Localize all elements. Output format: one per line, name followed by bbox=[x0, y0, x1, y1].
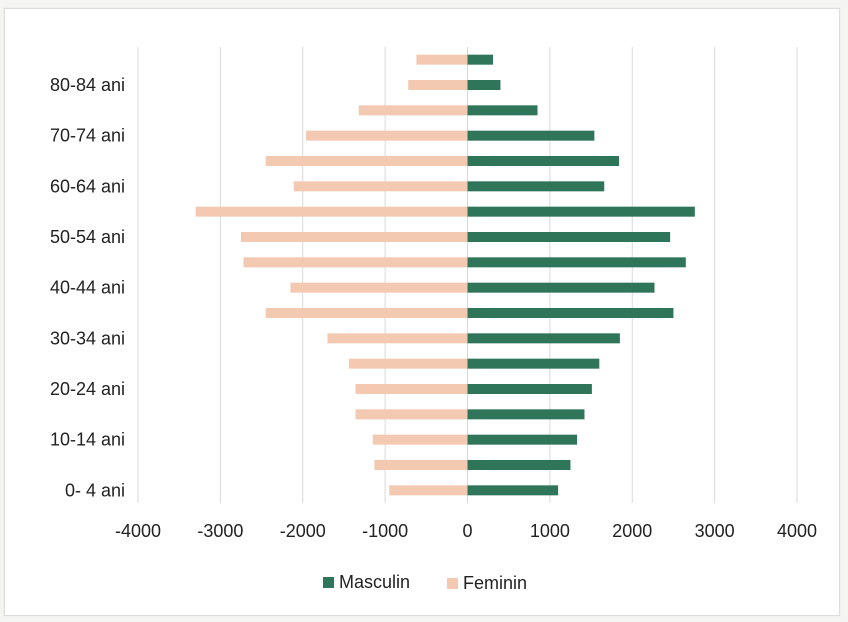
bar-masculin bbox=[467, 156, 620, 166]
pyramid-chart: 0- 4 ani 10-14 ani 20-24 ani 30-34 ani 40-44… bbox=[50, 47, 817, 593]
legend-swatch-feminin bbox=[447, 578, 458, 589]
bar-feminin bbox=[195, 206, 468, 217]
legend: Masculin Feminin bbox=[323, 572, 527, 593]
bar-feminin bbox=[358, 105, 468, 116]
x-tick-label: 0 bbox=[462, 521, 472, 541]
bar-masculin bbox=[467, 130, 595, 141]
bar-masculin bbox=[467, 206, 695, 217]
bar-masculin bbox=[467, 460, 571, 470]
bars bbox=[195, 54, 695, 496]
x-tick-label: -2000 bbox=[280, 521, 326, 541]
category-label: 0- 4 ani bbox=[65, 480, 125, 500]
bar-feminin bbox=[355, 384, 468, 394]
x-tick-label: -1000 bbox=[362, 521, 408, 541]
chart-frame: 0- 4 ani 10-14 ani 20-24 ani 30-34 ani 40-44… bbox=[4, 8, 840, 616]
bar-masculin bbox=[467, 181, 605, 192]
bar-masculin bbox=[467, 358, 600, 369]
x-tick-label: 4000 bbox=[777, 521, 817, 541]
bar-masculin bbox=[467, 257, 686, 268]
category-label: 60-64 ani bbox=[50, 176, 125, 196]
bar-feminin bbox=[240, 232, 468, 242]
legend-swatch-masculin bbox=[323, 577, 334, 588]
bar-masculin bbox=[467, 54, 494, 65]
bar-feminin bbox=[374, 460, 468, 470]
legend-label-masculin: Masculin bbox=[339, 572, 410, 592]
bar-feminin bbox=[408, 80, 468, 90]
bar-feminin bbox=[243, 257, 468, 268]
x-tick-label: 1000 bbox=[530, 521, 570, 541]
category-label: 20-24 ani bbox=[50, 379, 125, 399]
category-label: 10-14 ani bbox=[50, 430, 125, 450]
bar-feminin bbox=[348, 358, 468, 369]
bar-masculin bbox=[467, 282, 655, 293]
bar-masculin bbox=[467, 232, 671, 242]
grid bbox=[137, 47, 798, 503]
bar-feminin bbox=[293, 181, 468, 192]
bar-feminin bbox=[327, 333, 468, 344]
bar-masculin bbox=[467, 308, 674, 318]
category-labels: 0- 4 ani 10-14 ani 20-24 ani 30-34 ani 40-44… bbox=[50, 75, 125, 500]
bar-feminin bbox=[290, 282, 468, 293]
x-axis-ticks: -4000 -3000 -2000 -1000 0 1000 2000 3000 4000 bbox=[115, 521, 817, 541]
bar-masculin bbox=[467, 485, 559, 496]
bar-feminin bbox=[265, 156, 468, 166]
bar-masculin bbox=[467, 409, 585, 420]
bar-feminin bbox=[372, 434, 468, 445]
bar-masculin bbox=[467, 333, 620, 344]
category-label: 50-54 ani bbox=[50, 227, 125, 247]
x-tick-label: 3000 bbox=[695, 521, 735, 541]
bar-feminin bbox=[306, 130, 468, 141]
legend-label-feminin: Feminin bbox=[463, 573, 527, 593]
x-tick-label: -3000 bbox=[197, 521, 243, 541]
category-label: 40-44 ani bbox=[50, 278, 125, 298]
bar-feminin bbox=[416, 54, 468, 65]
bar-feminin bbox=[265, 308, 468, 318]
category-label: 30-34 ani bbox=[50, 328, 125, 348]
category-label: 80-84 ani bbox=[50, 75, 125, 95]
category-label: 70-74 ani bbox=[50, 126, 125, 146]
x-tick-label: -4000 bbox=[115, 521, 161, 541]
bar-masculin bbox=[467, 105, 538, 116]
bar-feminin bbox=[389, 485, 468, 496]
bar-feminin bbox=[355, 409, 468, 420]
x-tick-label: 2000 bbox=[612, 521, 652, 541]
bar-masculin bbox=[467, 434, 578, 445]
bar-masculin bbox=[467, 80, 501, 90]
bar-masculin bbox=[467, 384, 592, 394]
